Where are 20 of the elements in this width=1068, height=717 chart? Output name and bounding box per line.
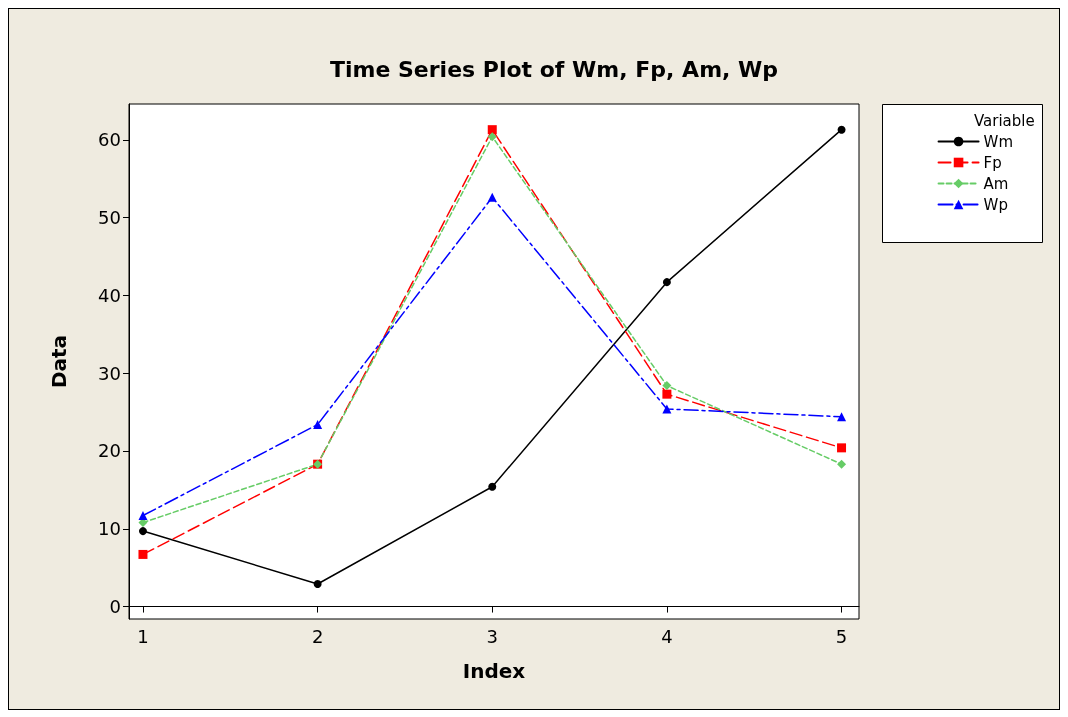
x-tick-label: 2 (311, 625, 324, 647)
legend-label: Am (983, 174, 1009, 193)
y-tick-label: 20 (98, 440, 121, 462)
x-tick-label: 5 (835, 625, 848, 647)
y-tick-label: 10 (98, 518, 121, 540)
legend-title: Variable (974, 111, 1035, 130)
y-tick-label: 40 (98, 284, 121, 306)
y-axis-title: Data (47, 334, 71, 389)
y-tick-label: 0 (109, 596, 121, 618)
x-axis-title: Index (462, 659, 526, 683)
y-tick-label: 50 (98, 207, 121, 229)
x-tick-label: 4 (661, 625, 673, 647)
chart-title: Time Series Plot of Wm, Fp, Am, Wp (329, 56, 779, 82)
legend-label: Wp (983, 195, 1008, 214)
x-tick-label: 3 (486, 625, 498, 647)
y-tick-label: 30 (98, 362, 121, 384)
x-tick-label: 1 (137, 625, 149, 647)
legend-label: Fp (983, 153, 1002, 172)
y-tick-label: 60 (98, 129, 121, 151)
legend-label: Wm (983, 132, 1014, 151)
